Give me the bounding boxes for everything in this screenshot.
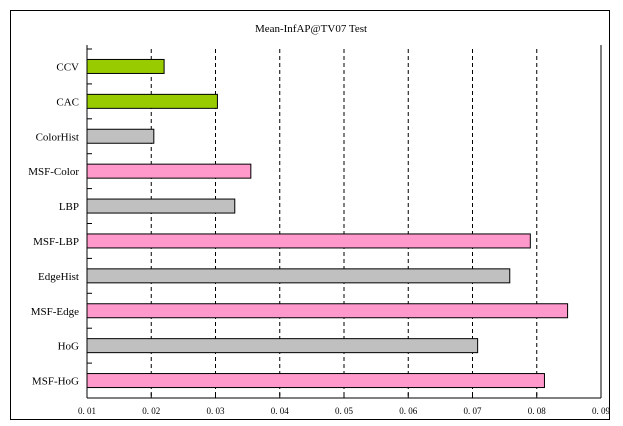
chart-frame: Mean-InfAP@TV07 Test CCV CAC ColorHist MSF-… [10,10,611,420]
category-labels: CCV CAC ColorHist MSF-Color LBP MSF-LBP EdgeHi… [28,61,79,387]
category-label: CCV [56,61,79,73]
bar-cac [86,93,218,109]
axes [86,45,602,399]
bar-colorhist [86,128,155,144]
x-tick-label: 0. 01 [78,406,96,416]
x-tick-label: 0. 04 [271,406,290,416]
x-tick-label: 0. 06 [399,406,418,416]
category-label: CAC [56,96,79,108]
bar-msf-lbp [86,233,531,249]
category-label: MSF-LBP [33,236,79,248]
category-label: MSF-Color [28,166,79,178]
x-tick-label: 0. 09 [592,406,611,416]
x-tick-label: 0. 08 [528,406,547,416]
bar-lbp [86,198,236,214]
category-label: EdgeHist [38,271,79,283]
x-tick-label: 0. 03 [207,406,226,416]
bar-msf-color [86,163,252,179]
x-tick-label: 0. 02 [142,406,160,416]
category-label: HoG [58,341,79,353]
bar-msf-hog [86,373,545,389]
bar-edgehist [86,268,511,284]
category-label: MSF-Edge [31,306,79,318]
bars [86,58,569,389]
x-tick-labels: 0. 01 0. 02 0. 03 0. 04 0. 05 0. 06 0. 07 0. 08… [78,406,611,416]
category-label: MSF-HoG [32,376,79,388]
bar-hog [86,338,479,354]
chart-title: Mean-InfAP@TV07 Test [255,23,367,35]
x-tick-label: 0. 07 [464,406,483,416]
x-tick-label: 0. 05 [335,406,354,416]
category-label: LBP [59,201,79,213]
bar-ccv [86,58,165,74]
bar-msf-edge [86,303,569,319]
chart-svg: Mean-InfAP@TV07 Test CCV CAC ColorHist MSF-… [28,23,611,416]
category-label: ColorHist [36,131,79,143]
